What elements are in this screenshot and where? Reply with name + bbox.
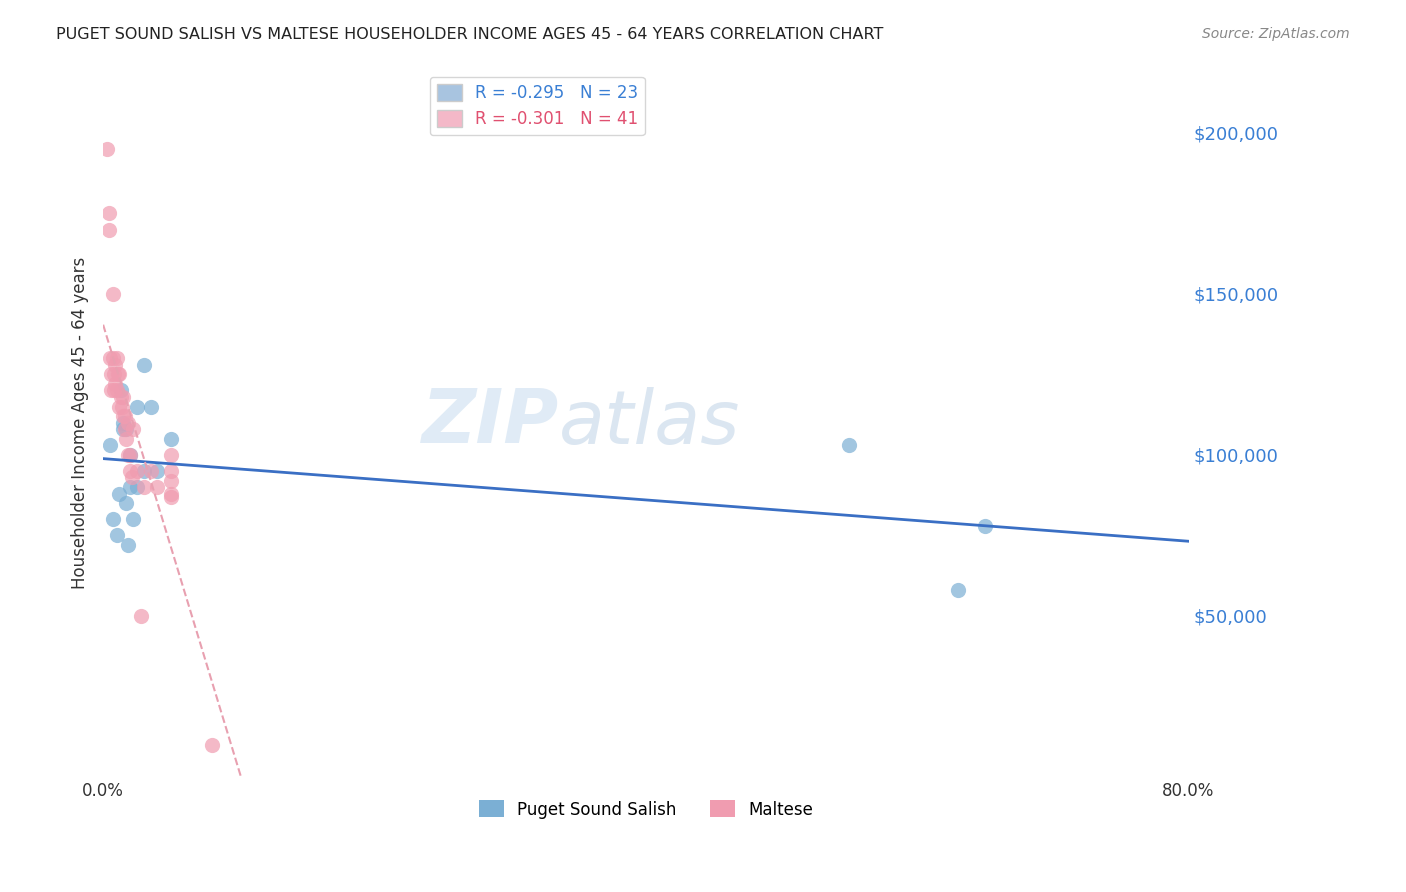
Point bbox=[98, 438, 121, 452]
Point bbox=[117, 416, 139, 430]
Point bbox=[117, 448, 139, 462]
Point bbox=[103, 368, 125, 382]
Point bbox=[120, 448, 142, 462]
Text: Source: ZipAtlas.com: Source: ZipAtlas.com bbox=[1202, 27, 1350, 41]
Point bbox=[946, 583, 969, 598]
Point bbox=[125, 464, 148, 478]
Point bbox=[107, 368, 129, 382]
Point bbox=[132, 464, 155, 478]
Text: atlas: atlas bbox=[560, 387, 741, 458]
Point bbox=[114, 409, 136, 424]
Point bbox=[117, 538, 139, 552]
Point bbox=[112, 409, 135, 424]
Point bbox=[110, 384, 132, 398]
Point bbox=[104, 358, 127, 372]
Text: ZIP: ZIP bbox=[422, 386, 560, 459]
Legend: Puget Sound Salish, Maltese: Puget Sound Salish, Maltese bbox=[472, 794, 820, 825]
Point bbox=[160, 490, 183, 504]
Point bbox=[201, 738, 224, 752]
Point bbox=[101, 512, 124, 526]
Point bbox=[112, 390, 135, 404]
Point bbox=[160, 448, 183, 462]
Point bbox=[97, 222, 120, 236]
Point bbox=[100, 384, 122, 398]
Point bbox=[98, 351, 121, 366]
Point bbox=[122, 422, 145, 436]
Point bbox=[105, 351, 128, 366]
Point bbox=[120, 464, 142, 478]
Point bbox=[104, 377, 127, 392]
Point bbox=[108, 368, 131, 382]
Point bbox=[120, 480, 142, 494]
Point bbox=[120, 448, 142, 462]
Point bbox=[125, 480, 148, 494]
Point bbox=[132, 358, 155, 372]
Point bbox=[146, 464, 169, 478]
Point bbox=[112, 416, 135, 430]
Point bbox=[974, 518, 997, 533]
Text: PUGET SOUND SALISH VS MALTESE HOUSEHOLDER INCOME AGES 45 - 64 YEARS CORRELATION : PUGET SOUND SALISH VS MALTESE HOUSEHOLDE… bbox=[56, 27, 883, 42]
Point bbox=[111, 400, 134, 414]
Point bbox=[115, 422, 138, 436]
Y-axis label: Householder Income Ages 45 - 64 years: Householder Income Ages 45 - 64 years bbox=[72, 257, 89, 589]
Point bbox=[139, 400, 162, 414]
Point bbox=[97, 206, 120, 220]
Point bbox=[112, 422, 135, 436]
Point bbox=[103, 384, 125, 398]
Point bbox=[115, 432, 138, 446]
Point bbox=[96, 142, 118, 156]
Point bbox=[114, 422, 136, 436]
Point bbox=[146, 480, 169, 494]
Point bbox=[122, 512, 145, 526]
Point bbox=[160, 486, 183, 500]
Point bbox=[100, 368, 122, 382]
Point bbox=[110, 390, 132, 404]
Point bbox=[101, 286, 124, 301]
Point bbox=[132, 480, 155, 494]
Point bbox=[129, 608, 152, 623]
Point bbox=[108, 486, 131, 500]
Point bbox=[838, 438, 860, 452]
Point bbox=[105, 384, 128, 398]
Point bbox=[108, 400, 131, 414]
Point bbox=[125, 400, 148, 414]
Point bbox=[101, 351, 124, 366]
Point bbox=[105, 528, 128, 542]
Point bbox=[115, 496, 138, 510]
Point bbox=[121, 470, 143, 484]
Point bbox=[160, 432, 183, 446]
Point bbox=[160, 464, 183, 478]
Point bbox=[139, 464, 162, 478]
Point bbox=[160, 474, 183, 488]
